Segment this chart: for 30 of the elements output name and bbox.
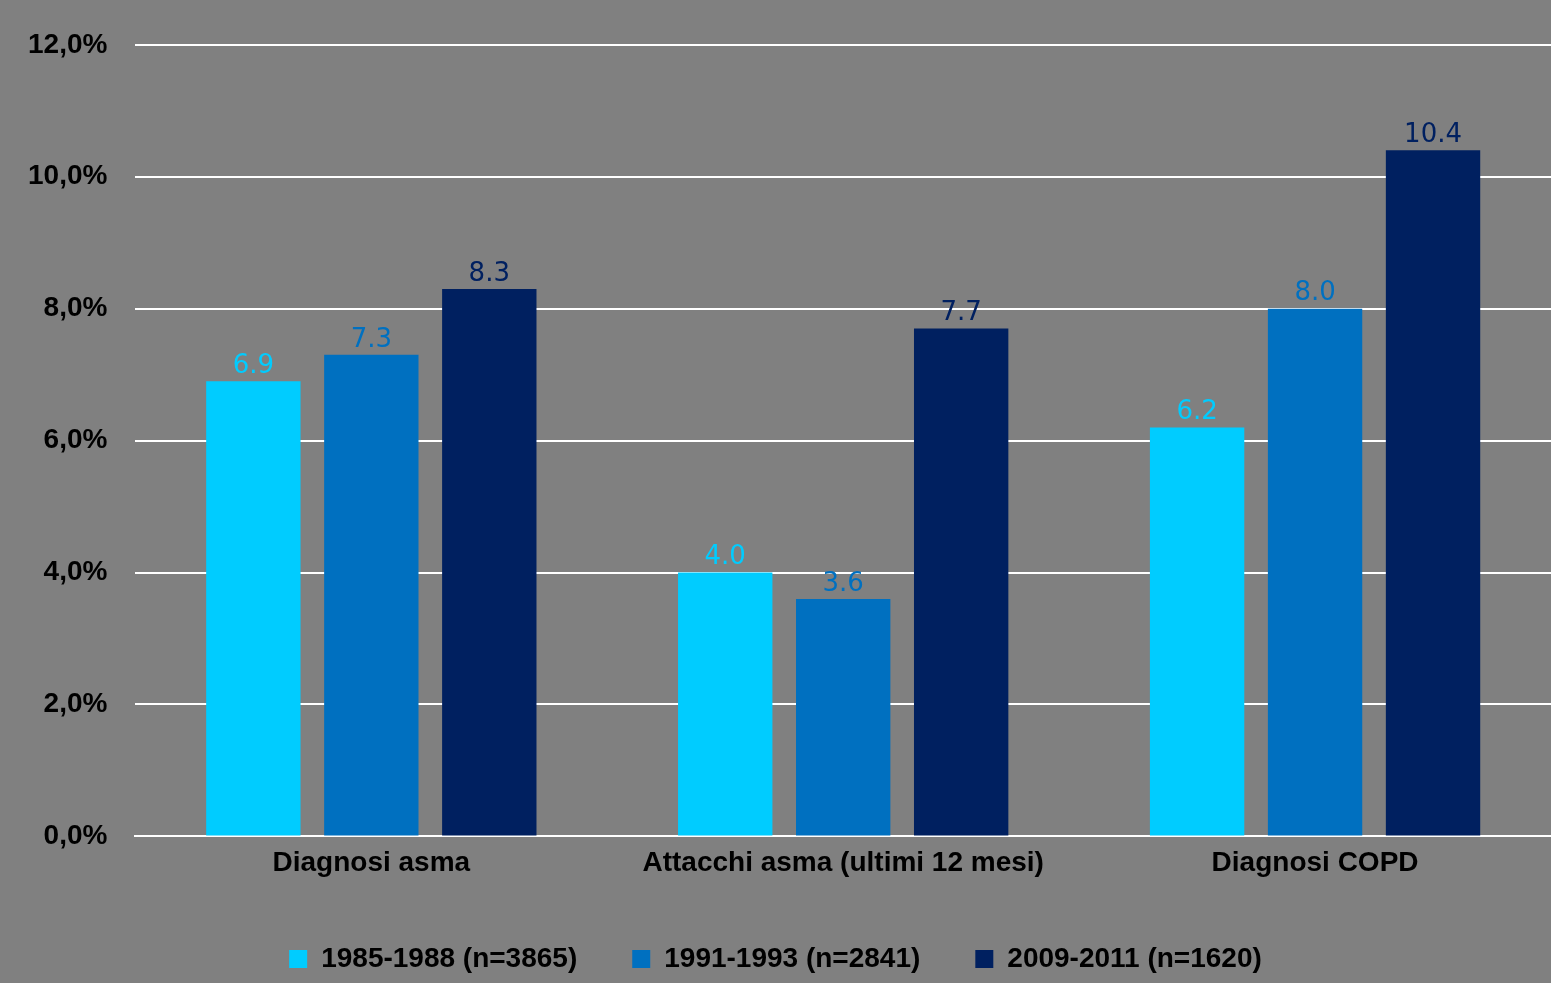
bar xyxy=(678,572,773,836)
bar xyxy=(796,598,891,836)
data-label: 7.3 xyxy=(350,322,393,353)
y-tick-label: 10,0% xyxy=(27,159,108,191)
data-label: 4.0 xyxy=(704,540,746,571)
data-label: 6.2 xyxy=(1176,395,1218,426)
bar xyxy=(206,381,301,836)
data-label: 3.6 xyxy=(822,566,864,597)
bar xyxy=(913,328,1009,836)
bar xyxy=(1149,427,1245,836)
y-tick-label: 4,0% xyxy=(43,555,108,587)
y-tick-label: 0,0% xyxy=(43,819,108,851)
data-label: 10.4 xyxy=(1404,118,1462,149)
bar xyxy=(1267,308,1363,836)
y-tick-label: 2,0% xyxy=(43,687,108,719)
x-tick-label: Diagnosi COPD xyxy=(1211,845,1419,877)
bar xyxy=(442,288,537,836)
legend-label: 2009-2011 (n=1620) xyxy=(1007,941,1262,973)
data-label: 8.0 xyxy=(1294,276,1336,307)
bar xyxy=(324,354,419,836)
y-tick-label: 6,0% xyxy=(43,423,108,455)
data-label: 8.3 xyxy=(468,256,510,287)
y-tick-label: 8,0% xyxy=(43,291,108,323)
data-label: 6.9 xyxy=(232,348,275,379)
legend-label: 1991-1993 (n=2841) xyxy=(664,941,921,973)
x-tick-label: Attacchi asma (ultimi 12 mesi) xyxy=(642,845,1044,877)
y-tick-label: 12,0% xyxy=(27,27,108,59)
legend-label: 1985-1988 (n=3865) xyxy=(321,941,578,973)
bar xyxy=(1385,150,1481,836)
x-tick-label: Diagnosi asma xyxy=(272,845,471,877)
